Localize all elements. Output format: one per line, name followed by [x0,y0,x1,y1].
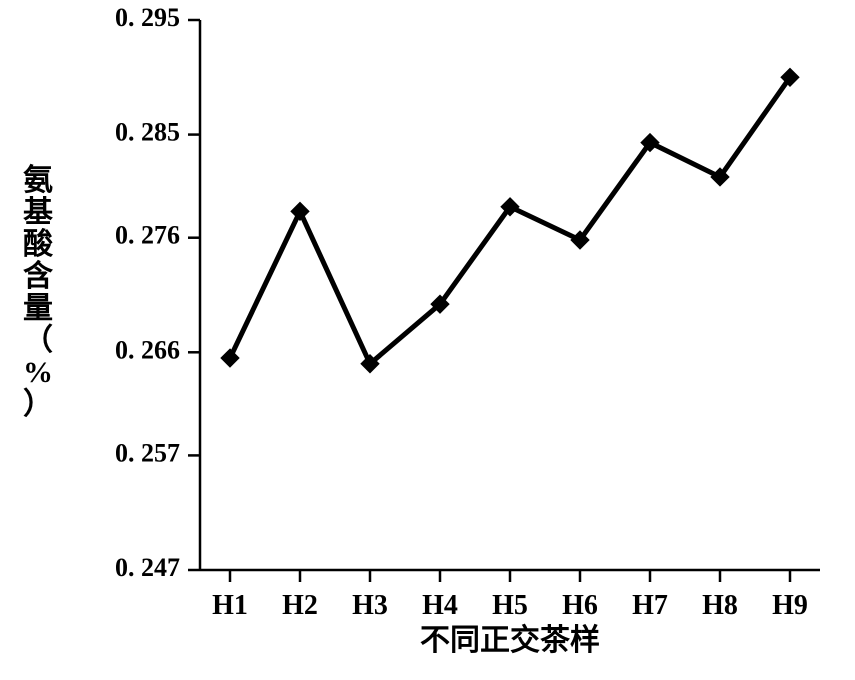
y-tick-label: 0. 247 [115,553,180,582]
x-tick-label: H1 [212,590,248,621]
y-tick-label: 0. 285 [115,118,180,147]
svg-text:含: 含 [23,259,54,293]
svg-text:氨: 氨 [23,164,53,197]
x-tick-label: H9 [772,590,808,621]
y-tick-label: 0. 295 [115,3,180,32]
y-axis-title: 氨基酸含量（%） [23,164,54,421]
x-axis-title: 不同正交茶样 [420,623,600,657]
svg-text:量: 量 [23,292,53,325]
svg-text:基: 基 [23,196,53,229]
y-tick-label: 0. 276 [115,221,180,250]
x-tick-label: H3 [352,590,388,621]
y-tick-label: 0. 266 [115,335,180,364]
y-tick-label: 0. 257 [115,438,180,467]
x-tick-label: H5 [492,590,528,621]
x-tick-label: H4 [422,590,458,621]
svg-text:）: ） [23,387,53,421]
svg-text:%: % [23,356,53,389]
chart-container: 0. 247 0. 257 0. 266 0. 276 0. 285 0. 295 H1 H2… [0,0,855,680]
x-tick-label: H2 [282,590,318,621]
svg-text:酸: 酸 [23,228,54,261]
x-tick-label: H8 [702,590,738,621]
x-tick-label: H7 [632,590,668,621]
line-chart: 0. 247 0. 257 0. 266 0. 276 0. 285 0. 295 H1 H2… [0,0,855,680]
x-tick-label: H6 [562,590,598,621]
svg-text:（: （ [23,323,53,357]
